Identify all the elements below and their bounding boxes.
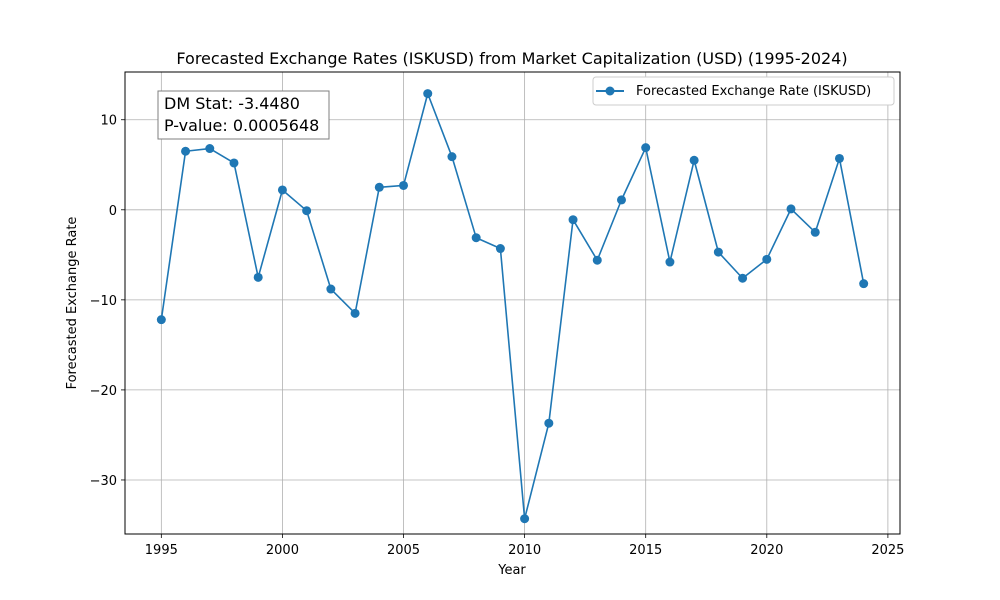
plot-frame: [124, 71, 901, 535]
data-point: [399, 180, 409, 190]
data-point: [738, 273, 748, 283]
data-point: [302, 206, 312, 216]
data-point: [181, 146, 191, 156]
annotation-dm-stat: DM Stat: -3.4480: [164, 94, 300, 113]
data-point: [834, 153, 844, 163]
x-tick-label: 2000: [266, 543, 299, 558]
data-point: [423, 89, 433, 99]
data-point: [205, 144, 215, 154]
data-point: [253, 272, 263, 282]
data-point: [495, 244, 505, 254]
annotation-box: DM Stat: -3.4480 P-value: 0.0005648: [157, 90, 330, 140]
y-tick-label: 0: [109, 204, 117, 219]
data-point: [592, 255, 602, 265]
data-point: [156, 315, 166, 325]
y-tick-label: 10: [100, 114, 117, 129]
data-point: [568, 215, 578, 225]
x-axis-label: Year: [497, 563, 526, 578]
annotation-p-value: P-value: 0.0005648: [164, 116, 319, 135]
data-point: [229, 158, 239, 168]
data-point: [277, 185, 287, 195]
y-tick-label: −30: [90, 474, 117, 489]
x-tick-label: 2010: [508, 543, 541, 558]
series-layer: [156, 89, 869, 524]
ticks: 1995 2000 2005 2010 2015 2020 2025 −30 −20 −10 0 10: [90, 114, 905, 558]
x-tick-label: 2005: [387, 543, 420, 558]
data-point: [350, 308, 360, 318]
legend: Forecasted Exchange Rate (ISKUSD): [592, 76, 895, 106]
legend-marker-sample: [605, 86, 615, 96]
legend-label: Forecasted Exchange Rate (ISKUSD): [636, 84, 871, 99]
y-tick-label: −10: [90, 294, 117, 309]
data-point: [689, 155, 699, 165]
y-axis-label: Forecasted Exchange Rate: [65, 217, 80, 390]
data-point: [786, 204, 796, 214]
x-tick-label: 1995: [145, 543, 178, 558]
annotation-frame: [157, 90, 330, 140]
data-point: [641, 143, 651, 153]
x-tick-label: 2020: [750, 543, 783, 558]
data-point: [471, 233, 481, 243]
series-line: [160, 92, 865, 520]
data-point: [520, 514, 530, 524]
x-tick-label: 2015: [629, 543, 662, 558]
x-tick-label: 2025: [871, 543, 904, 558]
plot-background: [125, 72, 900, 534]
data-point: [665, 257, 675, 267]
data-point: [762, 254, 772, 264]
data-point: [616, 195, 626, 205]
data-point: [544, 418, 554, 428]
data-point: [326, 284, 336, 294]
data-point: [810, 227, 820, 237]
data-point: [447, 152, 457, 162]
data-point: [713, 247, 723, 257]
data-point: [859, 279, 869, 289]
y-tick-label: −20: [90, 384, 117, 399]
chart-title: Forecasted Exchange Rates (ISKUSD) from …: [176, 49, 847, 68]
legend-frame: [592, 76, 895, 106]
data-point: [374, 182, 384, 192]
